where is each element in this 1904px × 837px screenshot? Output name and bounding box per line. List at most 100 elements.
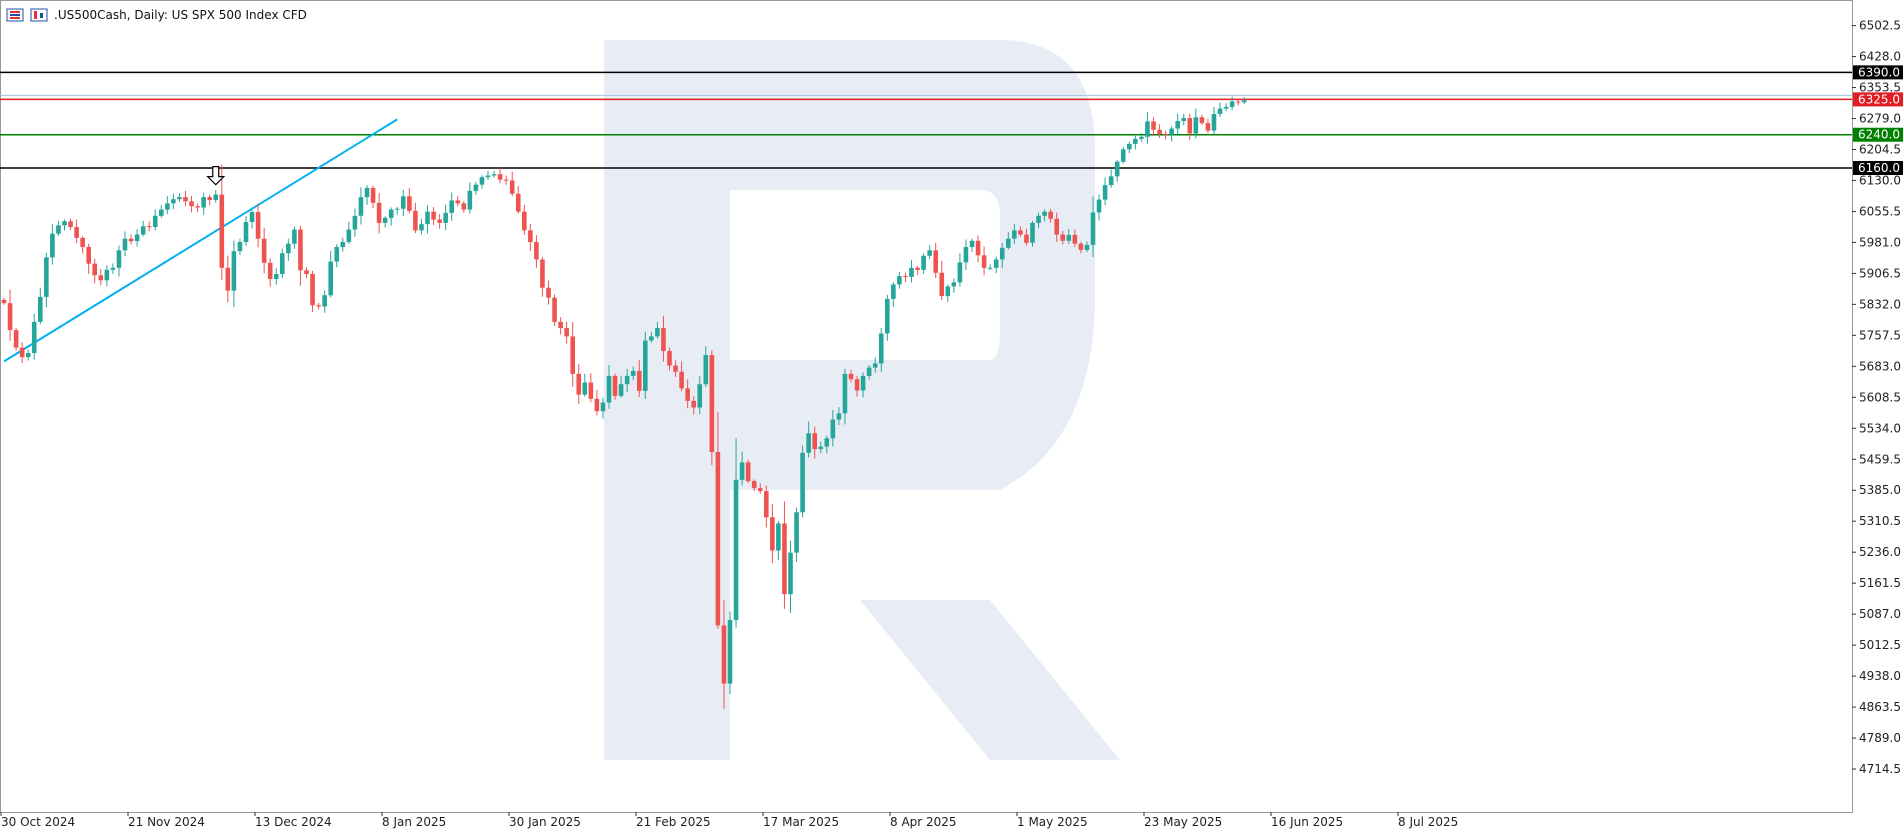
candle-body (528, 230, 533, 243)
candle-body (830, 419, 836, 439)
candle (237, 238, 243, 255)
candle (800, 445, 805, 518)
candle (358, 187, 364, 225)
candle (485, 170, 491, 181)
y-tick-label: 5906.5 (1859, 266, 1901, 280)
candle (788, 540, 793, 613)
candle-body (776, 523, 781, 551)
candle (98, 268, 104, 286)
candle (195, 203, 200, 213)
candle (44, 252, 49, 308)
candle (340, 237, 346, 252)
candle-body (177, 197, 182, 200)
candle-body (231, 251, 237, 291)
candle-body (612, 375, 618, 396)
candle-body (1127, 143, 1132, 150)
candle (558, 317, 563, 335)
candle-body (86, 247, 91, 264)
candle (346, 221, 352, 244)
candle-body (1193, 117, 1199, 134)
chart-candles-icon[interactable] (30, 8, 48, 22)
candle-body (219, 194, 225, 268)
candle-body (152, 215, 158, 228)
candle (225, 255, 231, 303)
candle (987, 264, 993, 271)
x-tick-label: 30 Jan 2025 (509, 815, 581, 829)
candle-body (298, 229, 303, 271)
candle-body (7, 303, 13, 331)
candle-body (364, 187, 370, 198)
watermark-logo-shape (478, 40, 1120, 760)
candle (1163, 130, 1168, 140)
candle-body (546, 287, 551, 298)
level-label-box (1853, 65, 1903, 80)
candle (328, 250, 333, 298)
candle (824, 435, 830, 454)
candle-body (1217, 108, 1223, 114)
trendline[interactable] (3, 118, 398, 363)
candle-body (630, 370, 636, 376)
candle (515, 186, 521, 214)
candle (564, 321, 569, 344)
candle (951, 278, 957, 293)
candle (866, 365, 872, 380)
candle (1078, 241, 1084, 254)
candle (1199, 114, 1205, 125)
candle-body (1042, 211, 1047, 216)
candle-body (1181, 118, 1187, 122)
candle (588, 373, 594, 403)
candle (509, 171, 515, 197)
candle (425, 205, 430, 234)
x-tick-label: 21 Feb 2025 (636, 815, 711, 829)
candle-body (376, 202, 382, 223)
candle-body (745, 462, 751, 482)
candle-body (1229, 101, 1235, 107)
candle (1127, 141, 1132, 154)
candle-body (1060, 234, 1066, 241)
x-tick-label: 30 Oct 2024 (1, 815, 75, 829)
candle-body (116, 250, 122, 268)
y-tick-label: 6279.0 (1859, 112, 1901, 126)
candle (1012, 224, 1017, 245)
candle-body (358, 197, 364, 216)
candle-body (62, 221, 67, 226)
x-tick-label: 23 May 2025 (1144, 815, 1222, 829)
candle (304, 267, 309, 279)
y-tick-label: 6130.0 (1859, 173, 1901, 187)
level-label-box (1853, 92, 1903, 107)
y-tick-label: 4938.0 (1859, 669, 1901, 683)
candle-body (1235, 101, 1241, 103)
candle (776, 520, 781, 561)
candle (62, 219, 67, 231)
candle-body (322, 295, 327, 307)
candle (969, 238, 975, 252)
candle (594, 389, 600, 416)
candle (630, 366, 636, 381)
candle (1133, 135, 1138, 150)
candle-body (92, 263, 98, 276)
candle-body (388, 209, 394, 218)
candle (1090, 196, 1096, 258)
candle (975, 235, 981, 263)
chart-bars-icon[interactable] (6, 8, 24, 22)
candle-body (715, 451, 721, 626)
candle-body (1090, 212, 1096, 245)
candle (1169, 126, 1174, 142)
candle-body (31, 321, 37, 354)
candle (128, 234, 134, 245)
candle (31, 313, 37, 360)
candle-body (207, 197, 212, 201)
y-tick-label: 5310.5 (1859, 514, 1901, 528)
candle-body (286, 243, 291, 254)
candle (479, 175, 485, 189)
candle (643, 331, 648, 399)
candle (1102, 177, 1108, 206)
candle-body (691, 400, 696, 408)
candle (261, 227, 267, 274)
candle (1108, 169, 1114, 188)
candle-body (13, 330, 19, 348)
candle-body (44, 257, 49, 297)
down-arrow-marker[interactable] (206, 166, 226, 186)
